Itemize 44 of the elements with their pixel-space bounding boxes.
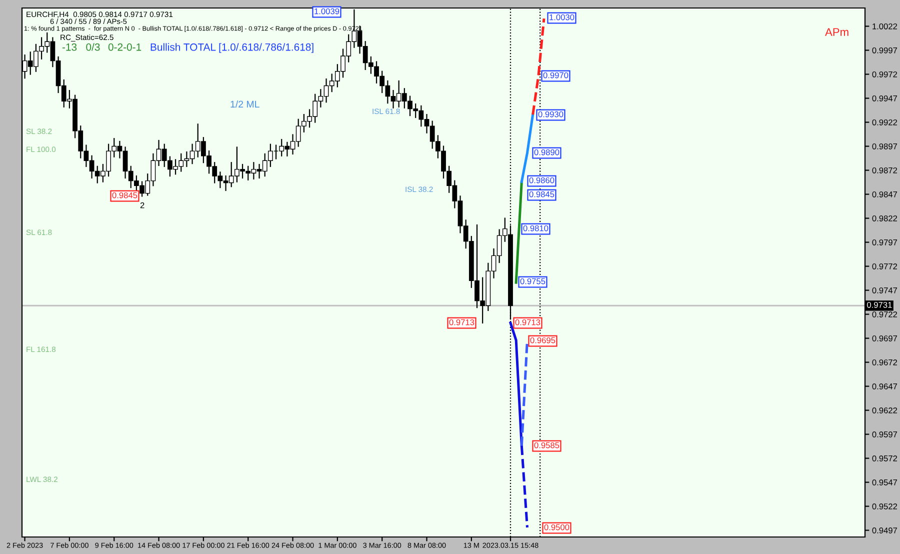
- y-tick-label: 0.9897: [872, 143, 898, 150]
- y-tick-label: 0.9597: [872, 431, 898, 438]
- annotation: 0.9845: [529, 191, 554, 198]
- annotation: 0.9713: [515, 319, 540, 326]
- annotation: 0.9890: [534, 149, 560, 156]
- annotation: 0.9585: [534, 442, 560, 448]
- annotation: 1.0030: [550, 14, 574, 20]
- annotation: 0.9930: [538, 111, 564, 118]
- y-tick-label: 0.9822: [872, 215, 898, 222]
- annotation: Bullish TOTAL [1.0/.618/.786/1.618]: [150, 43, 314, 53]
- ref-line-label: 0.9731: [867, 302, 892, 308]
- annotation: 0.9695: [530, 337, 556, 344]
- y-tick-label: 0.9697: [872, 335, 898, 342]
- annotation: 0-2-0-1: [108, 43, 142, 51]
- y-tick-label: 0.9772: [872, 263, 898, 270]
- y-tick-label: 0.9547: [872, 479, 898, 486]
- y-tick-label: 0.9522: [872, 503, 898, 510]
- y-tick-label: 0.9497: [872, 527, 898, 534]
- annotation: 0.9810: [523, 225, 548, 232]
- y-tick-label: 0.9922: [872, 119, 898, 126]
- annotation: 0.9713: [449, 319, 474, 326]
- y-tick-label: 0.9747: [872, 287, 898, 294]
- y-tick-label: 0.9872: [872, 167, 898, 174]
- annotation: 0.9755: [520, 278, 546, 284]
- y-tick-label: 0.9647: [872, 383, 898, 390]
- annotation: 0.9500: [544, 524, 570, 530]
- y-tick-label: 0.9847: [872, 191, 898, 198]
- annotation: 2: [140, 202, 144, 208]
- y-tick-label: 0.9622: [872, 407, 898, 414]
- y-tick-label: 0.9672: [872, 359, 898, 366]
- annotation: 0.9970: [543, 72, 568, 78]
- annotation: 1/2 ML: [230, 100, 260, 108]
- annotation: 0.9860: [529, 177, 554, 184]
- y-tick-label: 0.9797: [872, 239, 898, 246]
- y-tick-label: 0.9972: [872, 71, 898, 78]
- annotation: APm: [825, 28, 848, 36]
- y-tick-label: 1.0022: [872, 23, 898, 30]
- y-tick-label: 0.9947: [872, 95, 898, 102]
- annotation: 0.9845: [112, 192, 138, 198]
- y-tick-label: 0.9997: [872, 47, 898, 54]
- annotation: -13 0/3: [62, 43, 100, 51]
- annotation: 1.0039: [314, 8, 340, 14]
- y-tick-label: 0.9722: [872, 311, 898, 318]
- y-tick-label: 0.9572: [872, 455, 898, 462]
